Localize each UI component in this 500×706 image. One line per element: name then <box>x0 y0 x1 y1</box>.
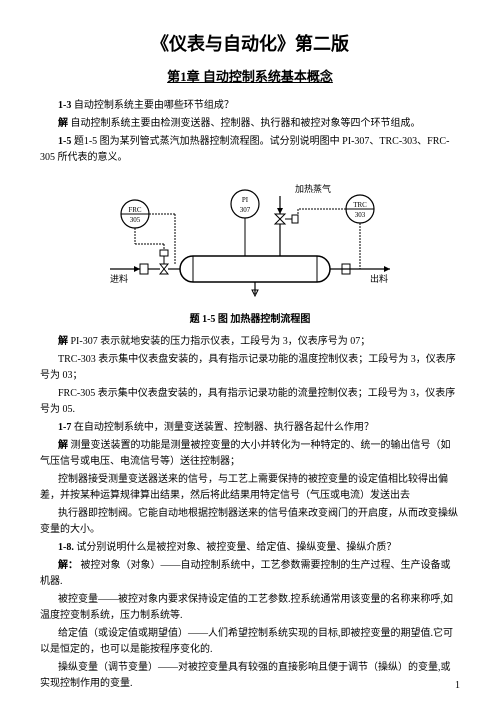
page-title: 《仪表与自动化》第二版 <box>40 30 460 59</box>
question-1-3: 1-3 自动控制系统主要由哪些环节组成？ <box>40 98 460 114</box>
q1-5-number: 1-5 <box>58 136 71 147</box>
q1-5-ans1: PI-307 表示就地安装的压力指示仪表，工段号为 3，仪表序号为 07； <box>68 336 370 347</box>
svg-text:303: 303 <box>355 211 366 219</box>
q1-3-text: 自动控制系统主要由哪些环节组成？ <box>71 100 234 111</box>
q1-7-number: 1-7 <box>58 422 71 433</box>
q1-3-number: 1-3 <box>58 100 71 111</box>
question-1-5: 1-5 题1-5 图为某列管式蒸汽加热器控制流程图。试分别说明图中 PI-307… <box>40 134 460 166</box>
q1-3-answer-text: 自动控制系统主要由检测变送器、控制器、执行器和被控对象等四个环节组成。 <box>68 118 421 129</box>
answer-1-3: 解 自动控制系统主要由检测变送器、控制器、执行器和被控对象等四个环节组成。 <box>40 116 460 132</box>
answer-1-8-line2: 被控变量——被控对象内要求保持设定值的工艺参数.控系统通常用该变量的名称来称呼,… <box>40 592 460 624</box>
q1-5-text: 题1-5 图为某列管式蒸汽加热器控制流程图。试分别说明图中 PI-307、TRC… <box>40 136 449 163</box>
svg-text:305: 305 <box>130 216 141 224</box>
answer-1-8-line4: 操纵变量（调节变量）——对被控变量具有较强的直接影响且便于调节（操纵）的变量,或… <box>40 660 460 692</box>
q1-8-text: 试分别说明什么是被控对象、被控变量、给定值、操纵变量、操纵介质？ <box>74 542 397 553</box>
svg-text:FRC: FRC <box>128 206 142 214</box>
inlet-label: 进料 <box>110 273 128 284</box>
answer-1-5-line1: 解 PI-307 表示就地安装的压力指示仪表，工段号为 3，仪表序号为 07； <box>40 334 460 350</box>
q1-8-ans1: 被控对象（对象）——自动控制系统中，工艺参数需要控制的生产过程、生产设备或机器. <box>40 560 451 587</box>
svg-text:307: 307 <box>240 206 251 214</box>
diagram-caption: 题 1-5 图 加热器控制流程图 <box>40 312 460 328</box>
svg-text:PI: PI <box>242 196 249 204</box>
answer-1-7-line2: 控制器接受测量变送器送来的信号，与工艺上需要保持的被控变量的设定值相比较得出偏差… <box>40 472 460 504</box>
answer-1-8-line3: 给定值（或设定值或期望值）——人们希望控制系统实现的目标,即被控变量的期望值.它… <box>40 626 460 658</box>
steam-label: 加热蒸气 <box>295 183 331 194</box>
flow-diagram: 进料 FRC 305 PI 307 <box>40 174 460 304</box>
answer-1-7-line3: 执行器即控制阀。它能自动地根据控制器送来的信号值来改变阀门的开启度，从而改变操纵… <box>40 506 460 538</box>
answer-1-8-line1: 解： 被控对象（对象）——自动控制系统中，工艺参数需要控制的生产过程、生产设备或… <box>40 558 460 590</box>
outlet-label: 出料 <box>370 273 388 284</box>
question-1-8: 1-8. 试分别说明什么是被控对象、被控变量、给定值、操纵变量、操纵介质？ <box>40 540 460 556</box>
q1-8-number: 1-8. <box>58 542 74 553</box>
chapter-title: 第1章 自动控制系统基本概念 <box>40 67 460 88</box>
answer-label: 解 <box>58 118 68 129</box>
question-1-7: 1-7 在自动控制系统中，测量变送装置、控制器、执行器各起什么作用？ <box>40 420 460 436</box>
answer-label: 解 <box>58 336 68 347</box>
q1-7-ans1: 测量变送装置的功能是测量被控变量的大小并转化为一种特定的、统一的输出信号（如气压… <box>40 440 451 467</box>
page-number: 1 <box>455 678 460 694</box>
answer-1-7-line1: 解 测量变送装置的功能是测量被控变量的大小并转化为一种特定的、统一的输出信号（如… <box>40 438 460 470</box>
answer-1-5-line2: TRC-303 表示集中仪表盘安装的，具有指示记录功能的温度控制仪表；工段号为 … <box>40 352 460 384</box>
q1-7-text: 在自动控制系统中，测量变送装置、控制器、执行器各起什么作用？ <box>71 422 374 433</box>
answer-1-5-line3: FRC-305 表示集中仪表盘安装的，具有指示记录功能的流量控制仪表；工段号为 … <box>40 386 460 418</box>
answer-label: 解 <box>58 440 68 451</box>
svg-text:TRC: TRC <box>353 201 367 209</box>
answer-label: 解： <box>58 560 78 571</box>
